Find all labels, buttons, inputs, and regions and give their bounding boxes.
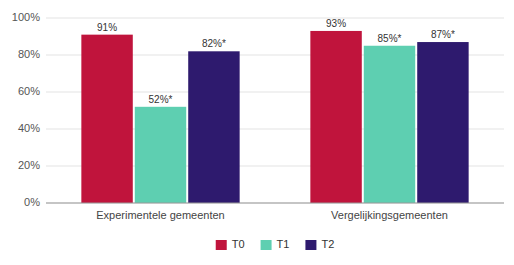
legend-item: T0: [216, 238, 245, 250]
data-labels: 91% 93% 52%* 85%* 82%* 87%*: [97, 18, 455, 105]
legend-label: T0: [232, 238, 245, 250]
y-grid: [46, 18, 504, 203]
y-tick-label: 80%: [18, 48, 40, 60]
bar: [417, 42, 468, 203]
x-axis-line: [46, 203, 504, 204]
legend-swatch: [216, 240, 227, 250]
x-tick-label: Vergelijkingsgemeenten: [331, 209, 448, 221]
legend-label: T1: [277, 238, 290, 250]
legend-swatch: [261, 240, 272, 250]
y-tick-label: 40%: [18, 122, 40, 134]
bar: [81, 35, 132, 203]
legend: T0 T1 T2: [216, 238, 335, 250]
legend-item: T2: [305, 238, 334, 250]
chart-container: 0% 20% 40% 60% 80% 100% 91% 93% 52%* 85%* 82%* 87%*…: [0, 0, 514, 265]
legend-swatch: [305, 240, 316, 250]
y-tick-label: 20%: [18, 159, 40, 171]
bar: [135, 107, 186, 203]
data-label: 87%*: [431, 29, 455, 40]
x-tick-label: Experimentele gemeenten: [96, 209, 224, 221]
y-tick-labels: 0% 20% 40% 60% 80% 100%: [12, 11, 40, 208]
bar: [188, 51, 239, 203]
legend-label: T2: [321, 238, 334, 250]
bar: [310, 31, 361, 203]
data-label: 93%: [326, 18, 346, 29]
legend-item: T1: [261, 238, 290, 250]
bar: [364, 46, 415, 203]
y-tick-label: 60%: [18, 85, 40, 97]
x-tick-labels: Experimentele gemeenten Vergelijkingsgeme…: [96, 209, 448, 221]
data-label: 82%*: [202, 38, 226, 49]
data-label: 52%*: [149, 94, 173, 105]
data-label: 91%: [97, 22, 117, 33]
chart-svg: 0% 20% 40% 60% 80% 100% 91% 93% 52%* 85%* 82%* 87%*…: [0, 0, 514, 265]
grid-line: [46, 18, 504, 19]
y-tick-label: 100%: [12, 11, 40, 23]
grid-line: [46, 203, 504, 204]
data-label: 85%*: [378, 33, 402, 44]
y-tick-label: 0%: [24, 196, 40, 208]
bars: [81, 31, 468, 203]
